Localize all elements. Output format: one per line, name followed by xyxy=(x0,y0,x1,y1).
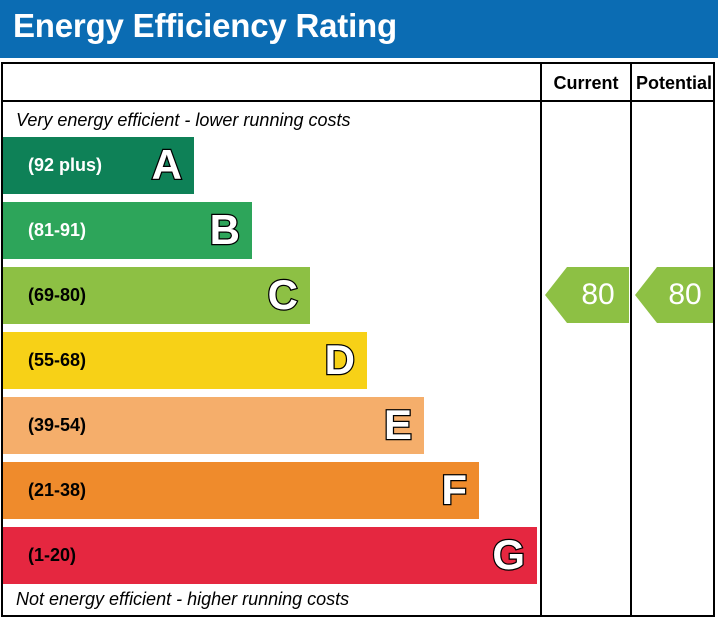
header-row-divider xyxy=(1,100,715,102)
top-caption: Very energy efficient - lower running co… xyxy=(16,110,351,130)
band-range-label: (1-20) xyxy=(28,545,77,565)
potential-rating-value: 80 xyxy=(668,278,702,311)
current-column-divider xyxy=(540,62,542,617)
band-range-label: (92 plus) xyxy=(28,155,103,175)
rating-band-c: (69-80) C xyxy=(3,267,310,324)
rating-band-g: (1-20) G xyxy=(3,527,537,584)
band-letter-a: A xyxy=(150,140,183,190)
current-column-header: Current xyxy=(553,73,619,93)
rating-band-f: (21-38) F xyxy=(3,462,479,519)
chart-table-frame xyxy=(1,62,715,617)
rating-bands: (92 plus) A (81-91) B (69-80) C (55-68) D (39-54… xyxy=(3,137,540,584)
rating-band-d: (55-68) D xyxy=(3,332,367,389)
band-letter-c: C xyxy=(266,270,299,320)
potential-rating-arrow: 80 xyxy=(635,267,713,323)
potential-column-header: Potential xyxy=(635,73,712,93)
band-range-label: (21-38) xyxy=(28,480,87,500)
band-letter-e: E xyxy=(383,400,414,450)
band-range-label: (39-54) xyxy=(28,415,87,435)
band-letter-g: G xyxy=(491,530,526,580)
rating-band-e: (39-54) E xyxy=(3,397,424,454)
potential-column-divider xyxy=(630,62,632,617)
band-letter-b: B xyxy=(208,205,241,255)
chart-title-bar: Energy Efficiency Rating xyxy=(0,0,718,58)
current-rating-value: 80 xyxy=(581,278,615,311)
band-range-label: (69-80) xyxy=(28,285,87,305)
bottom-caption: Not energy efficient - higher running co… xyxy=(16,589,350,609)
band-letter-d: D xyxy=(323,335,356,385)
page-title: Energy Efficiency Rating xyxy=(13,7,397,44)
band-letter-f: F xyxy=(440,465,468,515)
rating-band-b: (81-91) B xyxy=(3,202,252,259)
band-range-label: (55-68) xyxy=(28,350,87,370)
band-range-label: (81-91) xyxy=(28,220,87,240)
rating-band-a: (92 plus) A xyxy=(3,137,194,194)
